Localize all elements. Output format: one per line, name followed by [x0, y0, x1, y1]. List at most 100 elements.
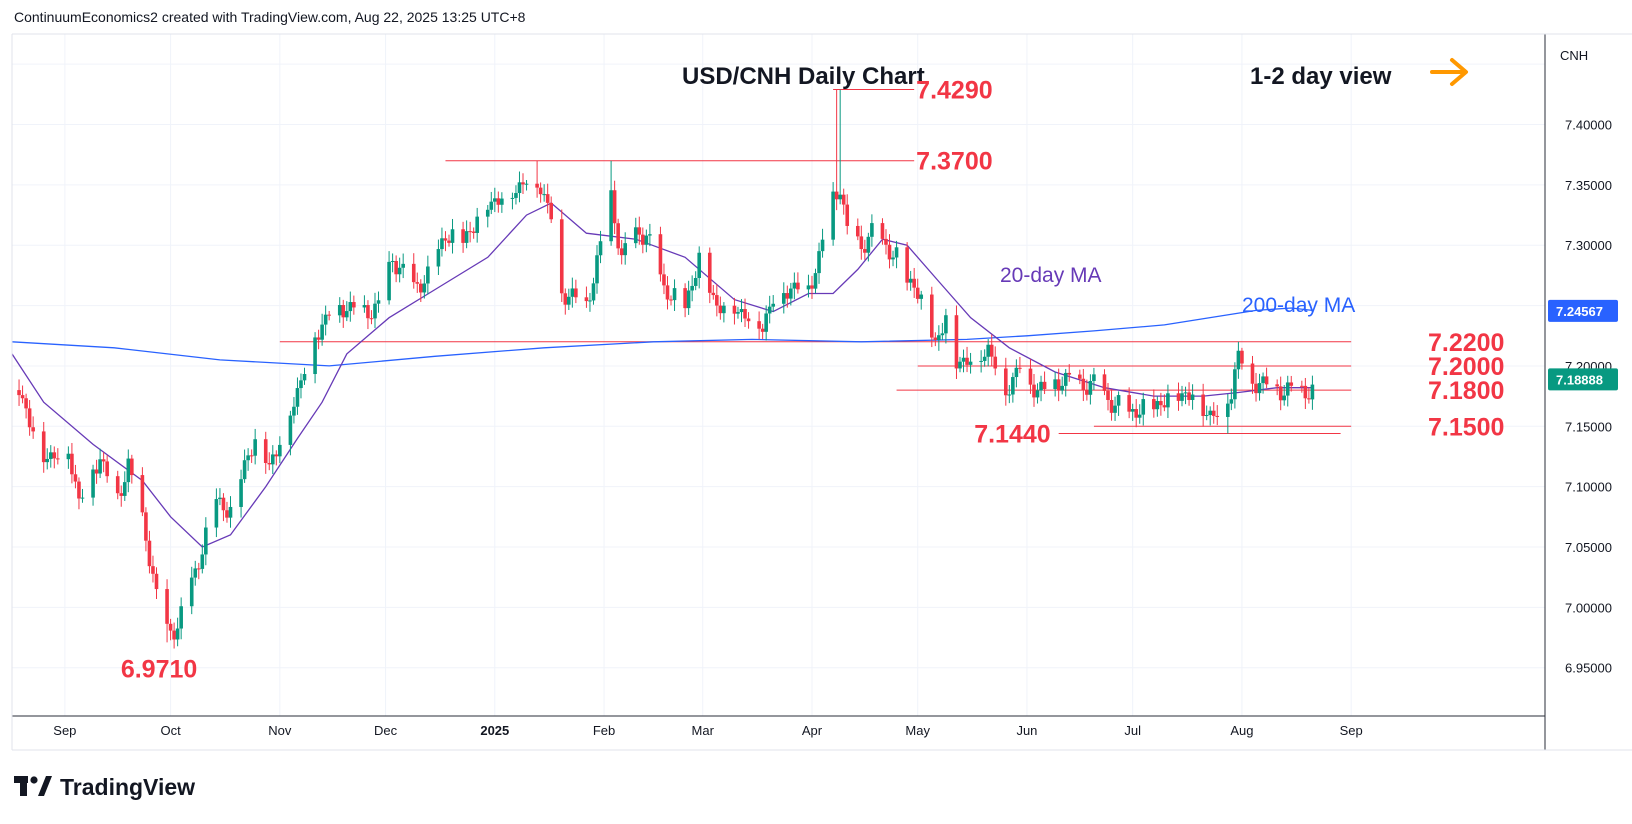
candle-body: [940, 333, 945, 336]
candle-body: [891, 257, 895, 260]
y-tick-label: 7.10000: [1565, 480, 1612, 495]
candle-body: [246, 455, 250, 461]
candle: [559, 209, 564, 302]
candle-body: [422, 283, 427, 293]
candle-body: [45, 458, 50, 463]
candle-body: [570, 288, 575, 297]
candle-body: [239, 479, 243, 507]
candle-body: [870, 223, 874, 237]
candle-body: [27, 408, 32, 428]
candle: [373, 292, 377, 329]
candle: [1190, 384, 1195, 410]
candle: [641, 227, 645, 254]
candle-body: [1081, 378, 1086, 391]
candle-body: [637, 227, 642, 235]
candle: [1014, 359, 1019, 388]
candle-body: [937, 335, 941, 341]
candle: [154, 567, 159, 600]
candle-body: [820, 239, 825, 252]
candle-body: [151, 566, 155, 574]
candle: [1152, 389, 1156, 418]
candle-body: [683, 288, 687, 309]
candle-body: [1250, 363, 1255, 384]
candle-body: [493, 198, 497, 202]
x-tick-label: 2025: [480, 723, 509, 738]
candle-body: [218, 497, 222, 500]
candle-body: [665, 285, 670, 300]
candle-body: [880, 223, 885, 239]
candle: [352, 295, 356, 315]
currency-label[interactable]: CNH: [1560, 48, 1588, 63]
candle: [70, 442, 74, 484]
candle: [658, 226, 663, 282]
candle-body: [1187, 392, 1191, 400]
candle-body: [31, 427, 35, 432]
candle-body: [644, 235, 649, 245]
candle: [1229, 388, 1234, 411]
candle: [1130, 403, 1135, 421]
candle-body: [1155, 401, 1160, 410]
candle: [1176, 382, 1181, 411]
candle-body: [944, 315, 948, 334]
candle-body: [760, 328, 765, 332]
candle: [1053, 371, 1057, 397]
candle: [855, 218, 860, 241]
candle-body: [263, 439, 268, 463]
candle-body: [436, 249, 441, 267]
x-tick-label: Sep: [1340, 723, 1363, 738]
candle: [1042, 371, 1047, 395]
candle: [165, 579, 169, 643]
candle-body: [697, 252, 702, 279]
candle: [94, 459, 99, 484]
candle: [450, 218, 455, 254]
candle-body: [514, 193, 518, 198]
candle-body: [1176, 393, 1181, 401]
candle-body: [94, 469, 99, 474]
y-tick-label: 7.00000: [1565, 600, 1612, 615]
y-tick-label: 7.15000: [1565, 419, 1612, 434]
candle: [866, 232, 871, 262]
candle: [757, 311, 761, 340]
candle-body: [989, 344, 994, 357]
time-axis[interactable]: Sep Oct Nov Dec 2025 Feb Mar Apr May Jun Jul Aug Sep: [53, 723, 1362, 738]
candle-body: [1011, 377, 1015, 395]
candle-body: [1264, 376, 1269, 385]
candle-body: [327, 314, 331, 316]
candle: [323, 305, 328, 336]
candle: [732, 297, 737, 325]
candle-body: [1240, 350, 1244, 364]
candle: [122, 471, 127, 501]
candle: [394, 255, 398, 283]
y-tick-label: 7.30000: [1565, 238, 1612, 253]
candle: [91, 464, 95, 506]
candle-body: [859, 236, 864, 250]
candle: [1162, 394, 1167, 412]
candle: [838, 89, 842, 205]
candle: [115, 470, 120, 500]
candle-body: [147, 540, 152, 567]
candle: [820, 228, 825, 258]
candle: [253, 428, 257, 465]
candle: [249, 449, 254, 463]
candle: [746, 312, 751, 329]
candle: [690, 275, 694, 302]
candle-body: [464, 231, 469, 243]
candle-body: [930, 294, 934, 338]
candle-body: [1229, 399, 1234, 404]
candle: [1085, 379, 1089, 401]
candle-body: [563, 293, 568, 305]
price-candles[interactable]: [17, 89, 1315, 649]
candle: [411, 253, 416, 289]
price-axis[interactable]: 6.950007.000007.050007.100007.150007.200…: [1565, 57, 1612, 676]
candle: [214, 488, 219, 538]
candle-body: [866, 236, 871, 253]
candle-body: [1085, 390, 1089, 395]
candle-body: [736, 312, 740, 314]
candle-body: [616, 223, 620, 249]
candle: [538, 182, 543, 203]
candle-body: [447, 240, 451, 243]
candle: [1211, 402, 1216, 424]
candle: [168, 618, 173, 641]
candle-body: [302, 374, 307, 381]
